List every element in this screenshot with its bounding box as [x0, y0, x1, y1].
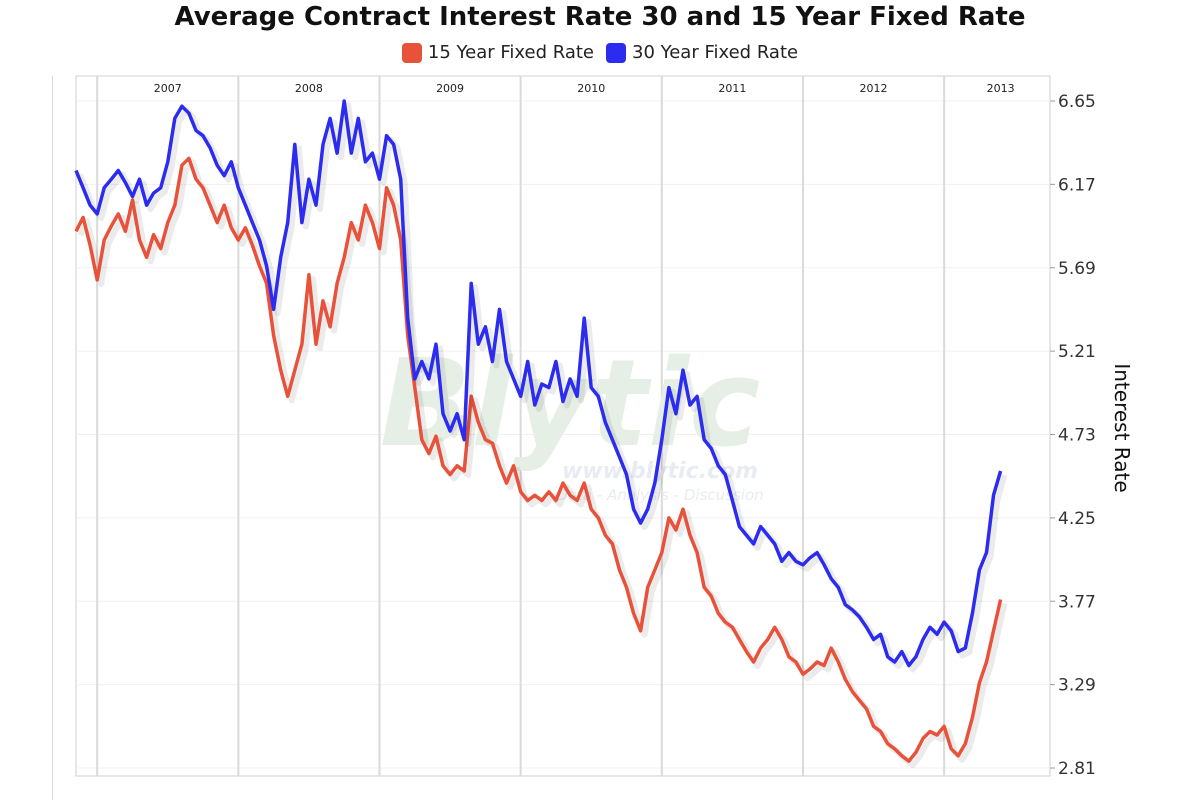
x-year-label: 2008	[295, 82, 323, 95]
legend: 15 Year Fixed Rate 30 Year Fixed Rate	[0, 42, 1200, 63]
y-tick-label: 4.25	[1058, 509, 1096, 529]
watermark-tagline: Data - Analysis - Discussion	[556, 486, 763, 504]
y-tick-label: 3.77	[1058, 592, 1096, 612]
legend-label-30-year: 30 Year Fixed Rate	[632, 42, 799, 63]
page-left-rule	[52, 76, 53, 800]
series-line-30-year	[74, 99, 1003, 668]
legend-swatch-30-year	[606, 42, 626, 63]
x-year-label: 2007	[154, 82, 182, 95]
x-year-label: 2009	[436, 82, 464, 95]
x-year-label: 2011	[718, 82, 746, 95]
y-tick-label: 6.17	[1058, 175, 1096, 195]
y-tick-label: 5.69	[1058, 259, 1096, 279]
legend-swatch-15-year	[401, 42, 422, 63]
legend-label-15-year: 15 Year Fixed Rate	[427, 42, 594, 63]
y-tick-label: 2.81	[1058, 759, 1096, 779]
legend-item-15-year[interactable]: 15 Year Fixed Rate	[401, 42, 594, 63]
y-tick-label: 4.73	[1058, 426, 1096, 446]
x-year-label: 2013	[987, 82, 1015, 95]
series-line-15-year	[74, 156, 1003, 763]
y-axis-label: Interest Rate	[1110, 363, 1134, 492]
y-tick-label: 3.29	[1058, 676, 1096, 696]
legend-item-30-year[interactable]: 30 Year Fixed Rate	[606, 42, 798, 63]
chart-title: Average Contract Interest Rate 30 and 15…	[174, 2, 1026, 32]
y-tick-label: 6.65	[1058, 92, 1096, 112]
y-tick-label: 5.21	[1058, 342, 1096, 362]
x-year-label: 2012	[860, 82, 888, 95]
x-year-label: 2010	[577, 82, 605, 95]
